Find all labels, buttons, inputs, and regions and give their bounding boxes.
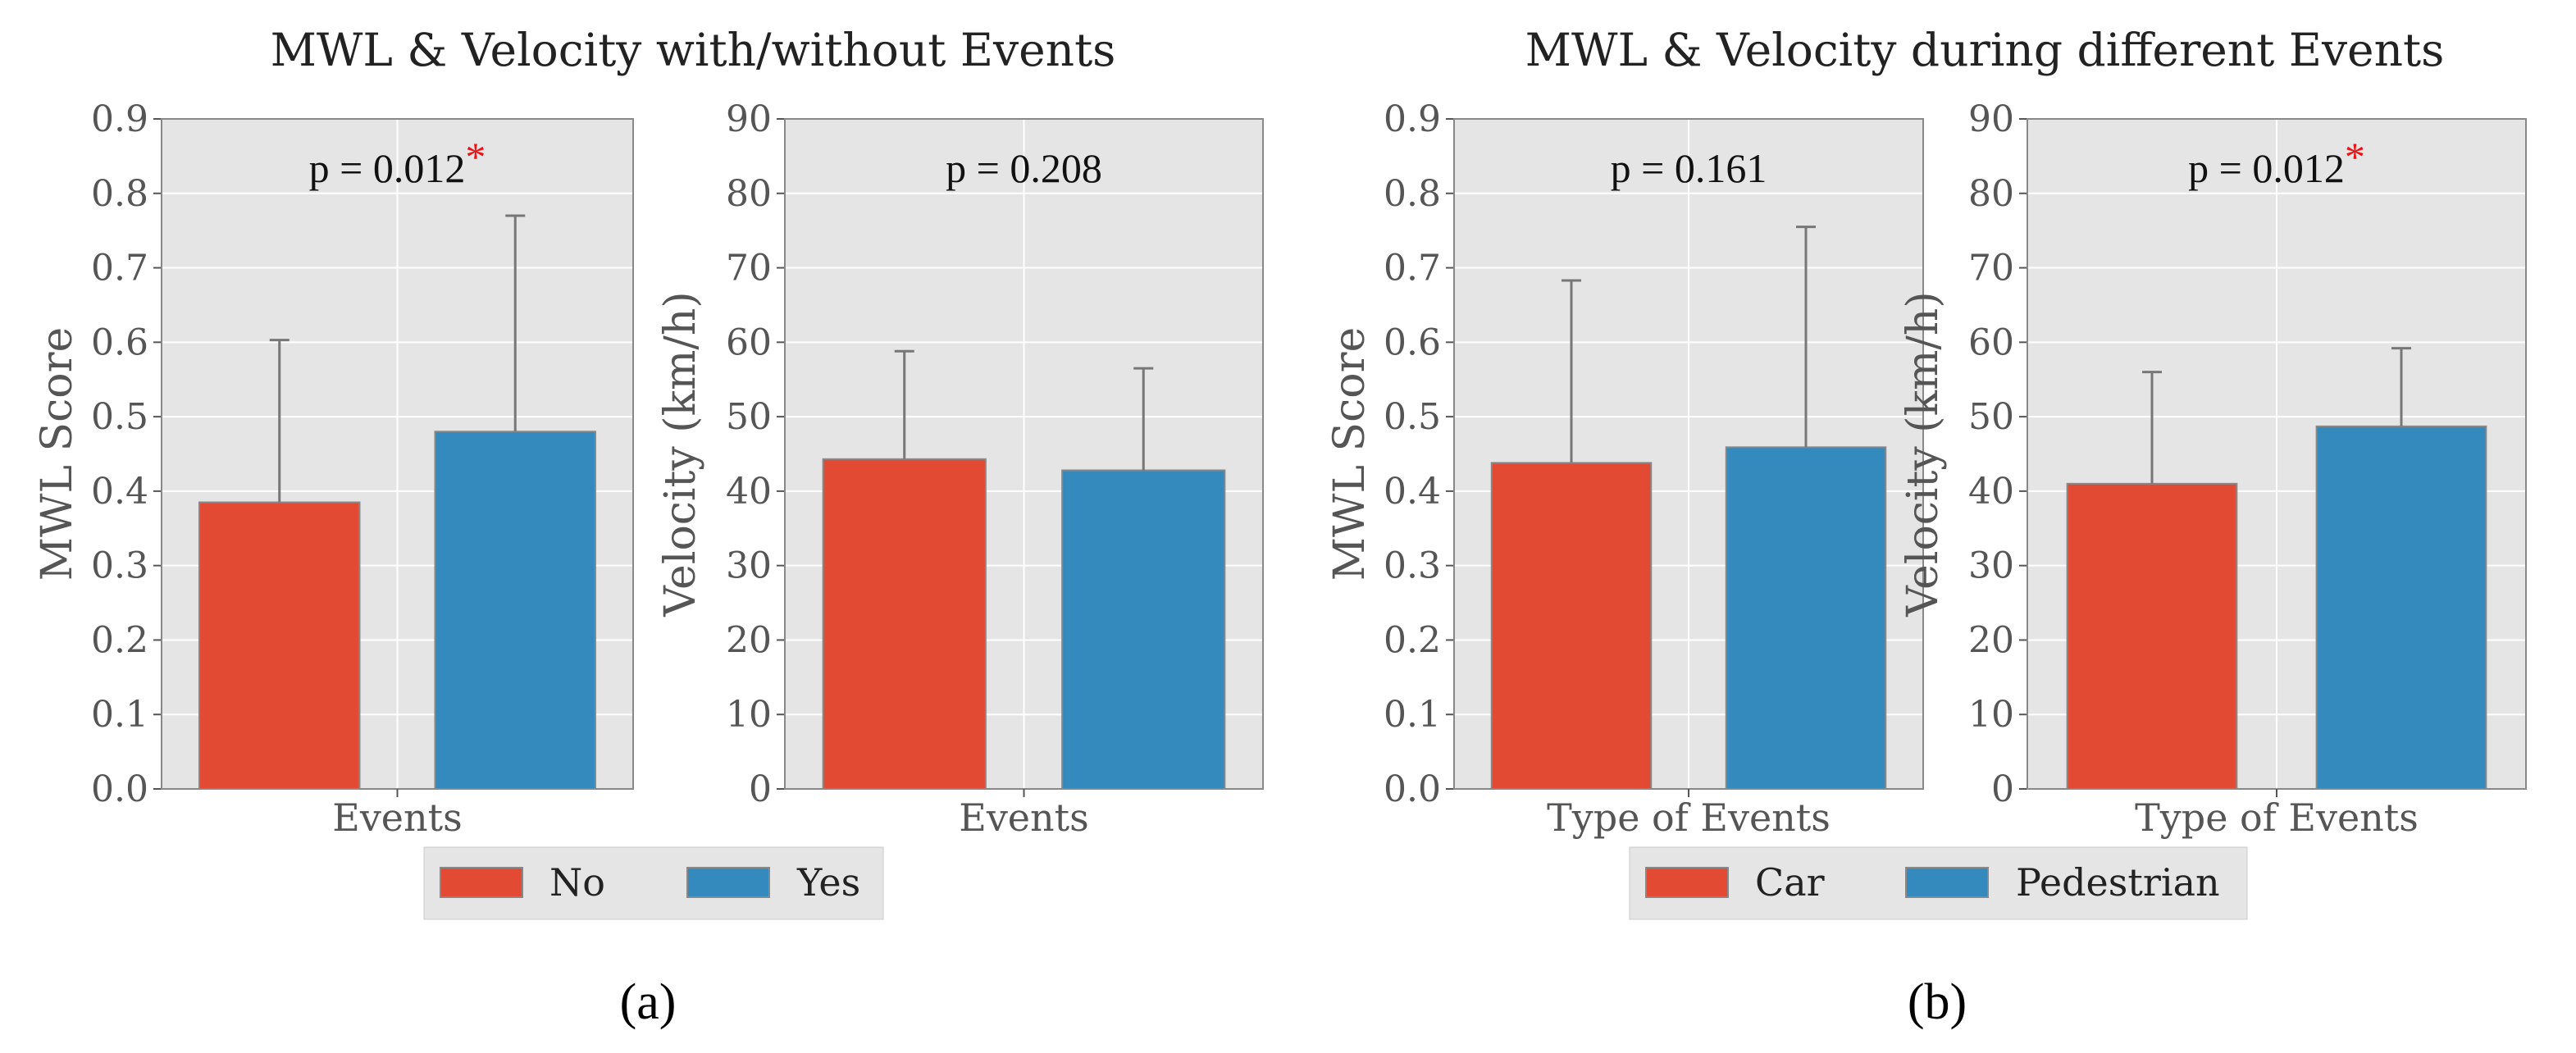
y-tick-label: 0.7: [1384, 248, 1441, 289]
panel-label-b: (b): [1908, 974, 1967, 1030]
bar-no: [198, 501, 361, 790]
subplot-velocity-events: 0 10 20 30 40 50 60 70 80 90 Events Velocity (km/h)…: [656, 98, 1264, 840]
y-tick-label: 0.8: [1384, 173, 1441, 215]
y-tick-label: 0.8: [91, 173, 148, 215]
y-tick-label: 0.1: [1384, 694, 1441, 736]
x-axis-label: Type of Events: [2135, 795, 2419, 840]
y-tick-label: 0.3: [91, 545, 148, 587]
legend-a-label-yes: Yes: [796, 860, 860, 905]
legend-b-swatch-pedestrian: [1905, 867, 1989, 898]
y-tick-label: 20: [726, 619, 772, 661]
bar-pedestrian: [2315, 425, 2487, 790]
significance-star: *: [465, 134, 486, 180]
legend-a-swatch-no: [440, 867, 523, 898]
y-axis-label: MWL Score: [1325, 327, 1375, 581]
y-tick-label: 90: [1968, 98, 2014, 140]
p-value-annotation: p = 0.208: [946, 145, 1102, 191]
subplot-velocity-event-types: 0 10 20 30 40 50 60 70 80 90 Type of Events Velocit…: [1899, 98, 2527, 840]
bar-yes: [1061, 469, 1226, 791]
y-tick-label: 0.1: [91, 694, 148, 736]
y-tick-label: 70: [1968, 248, 2014, 289]
significance-star: *: [2345, 134, 2365, 180]
y-tick-label: 0.2: [1384, 619, 1441, 661]
y-axis-label: MWL Score: [33, 327, 82, 581]
subplot-mwl-events: 0.0 0.1 0.2 0.3 0.4 0.5 0.6 0.7 0.8 0.9 Events MWL …: [33, 98, 634, 840]
y-axis-label: Velocity (km/h): [656, 291, 705, 617]
legend-b: Car Pedestrian: [1629, 846, 2248, 920]
y-tick-label: 80: [1968, 173, 2014, 215]
bar-car: [2066, 482, 2238, 790]
legend-b-label-pedestrian: Pedestrian: [2016, 860, 2220, 905]
y-tick-label: 0: [1991, 768, 2014, 810]
y-tick-label: 40: [726, 471, 772, 513]
y-tick-label: 80: [726, 173, 772, 215]
p-value-annotation: p = 0.161: [1611, 145, 1767, 191]
panel-label-a: (a): [620, 974, 677, 1030]
y-tick-label: 0.5: [1384, 396, 1441, 438]
y-tick-label: 0.9: [1384, 98, 1441, 140]
y-tick-label: 40: [1968, 471, 2014, 513]
bar-car: [1490, 462, 1653, 790]
y-tick-label: 50: [726, 396, 772, 438]
y-tick-label: 0.9: [91, 98, 148, 140]
legend-a-label-no: No: [549, 860, 605, 905]
subplot-mwl-event-types: 0.0 0.1 0.2 0.3 0.4 0.5 0.6 0.7 0.8 0.9 Type of Ev…: [1325, 98, 1924, 840]
y-axis-label: Velocity (km/h): [1899, 291, 1948, 617]
y-tick-label: 0.2: [91, 619, 148, 661]
y-tick-label: 10: [726, 694, 772, 736]
x-axis-label: Events: [332, 795, 463, 840]
y-tick-label: 0.6: [91, 321, 148, 363]
bar-pedestrian: [1725, 446, 1887, 791]
legend-b-label-car: Car: [1755, 860, 1825, 905]
legend-a-swatch-yes: [686, 867, 770, 898]
x-axis-label: Events: [959, 795, 1089, 840]
y-tick-label: 0.4: [91, 471, 148, 513]
y-tick-label: 0.5: [91, 396, 148, 438]
y-tick-label: 0: [749, 768, 772, 810]
y-tick-label: 0.6: [1384, 321, 1441, 363]
y-tick-label: 0.3: [1384, 545, 1441, 587]
y-tick-label: 0.0: [1384, 768, 1441, 810]
legend-b-swatch-car: [1645, 867, 1729, 898]
y-tick-label: 0.4: [1384, 471, 1441, 513]
y-tick-label: 30: [726, 545, 772, 587]
y-tick-label: 20: [1968, 619, 2014, 661]
figure-title-b: MWL & Velocity during different Events: [1525, 24, 2445, 76]
x-axis-label: Type of Events: [1547, 795, 1831, 840]
y-tick-label: 10: [1968, 694, 2014, 736]
y-tick-label: 0.7: [91, 248, 148, 289]
y-tick-label: 70: [726, 248, 772, 289]
y-tick-label: 50: [1968, 396, 2014, 438]
y-tick-label: 90: [726, 98, 772, 140]
y-tick-label: 30: [1968, 545, 2014, 587]
y-tick-label: 60: [726, 321, 772, 363]
y-tick-label: 60: [1968, 321, 2014, 363]
bar-yes: [434, 431, 596, 790]
figure-title-a: MWL & Velocity with/without Events: [271, 24, 1116, 76]
legend-a: No Yes: [423, 846, 884, 920]
y-tick-label: 0.0: [91, 768, 148, 810]
bar-no: [822, 458, 987, 790]
